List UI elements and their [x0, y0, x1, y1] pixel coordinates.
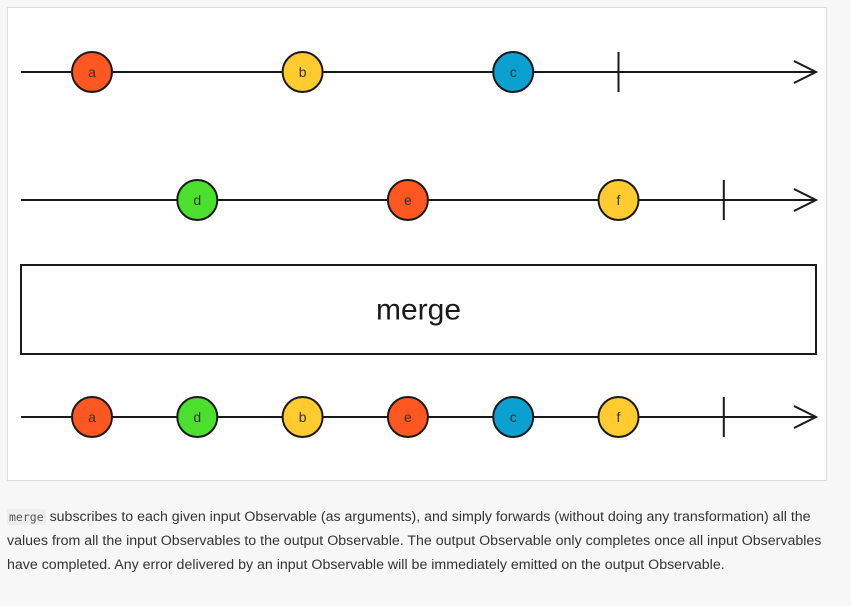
marble-e — [386, 179, 429, 221]
marble-c — [492, 51, 535, 93]
marble-a — [71, 51, 113, 93]
marble-label-f: f — [617, 192, 621, 208]
marble-a — [71, 396, 113, 438]
marble-diagram-svg: a b c d e f a d b e c f merge — [20, 51, 819, 438]
marble-b — [281, 396, 324, 438]
marble-b — [281, 51, 324, 93]
input-observable-1-arrowhead — [793, 60, 819, 84]
marble-label-e: e — [404, 192, 412, 208]
marble-e — [386, 396, 429, 438]
marble-label-d: d — [193, 192, 201, 208]
marble-f — [597, 396, 640, 438]
operator-box — [20, 264, 817, 355]
marble-label-f: f — [617, 409, 621, 425]
marble-label-b: b — [299, 64, 307, 80]
marble-f — [597, 179, 640, 221]
marble-label-c: c — [510, 409, 517, 425]
marble-label-d: d — [193, 409, 201, 425]
marble-label-b: b — [299, 409, 307, 425]
operator-code: merge — [7, 509, 46, 525]
input-observable-2-arrowhead — [793, 188, 819, 212]
marble-label-a: a — [88, 64, 96, 80]
description-text: subscribes to each given input Observabl… — [7, 509, 822, 573]
marble-d — [176, 179, 219, 221]
operator-label: merge — [376, 294, 461, 327]
marble-label-a: a — [88, 409, 96, 425]
marble-diagram: a b c d e f a d b e c f merge — [7, 7, 827, 481]
output-observable-arrowhead — [793, 405, 819, 429]
marble-label-c: c — [510, 64, 517, 80]
marble-label-e: e — [404, 409, 412, 425]
marble-c — [492, 396, 535, 438]
marble-d — [176, 396, 219, 438]
description-paragraph: merge subscribes to each given input Obs… — [7, 505, 837, 577]
